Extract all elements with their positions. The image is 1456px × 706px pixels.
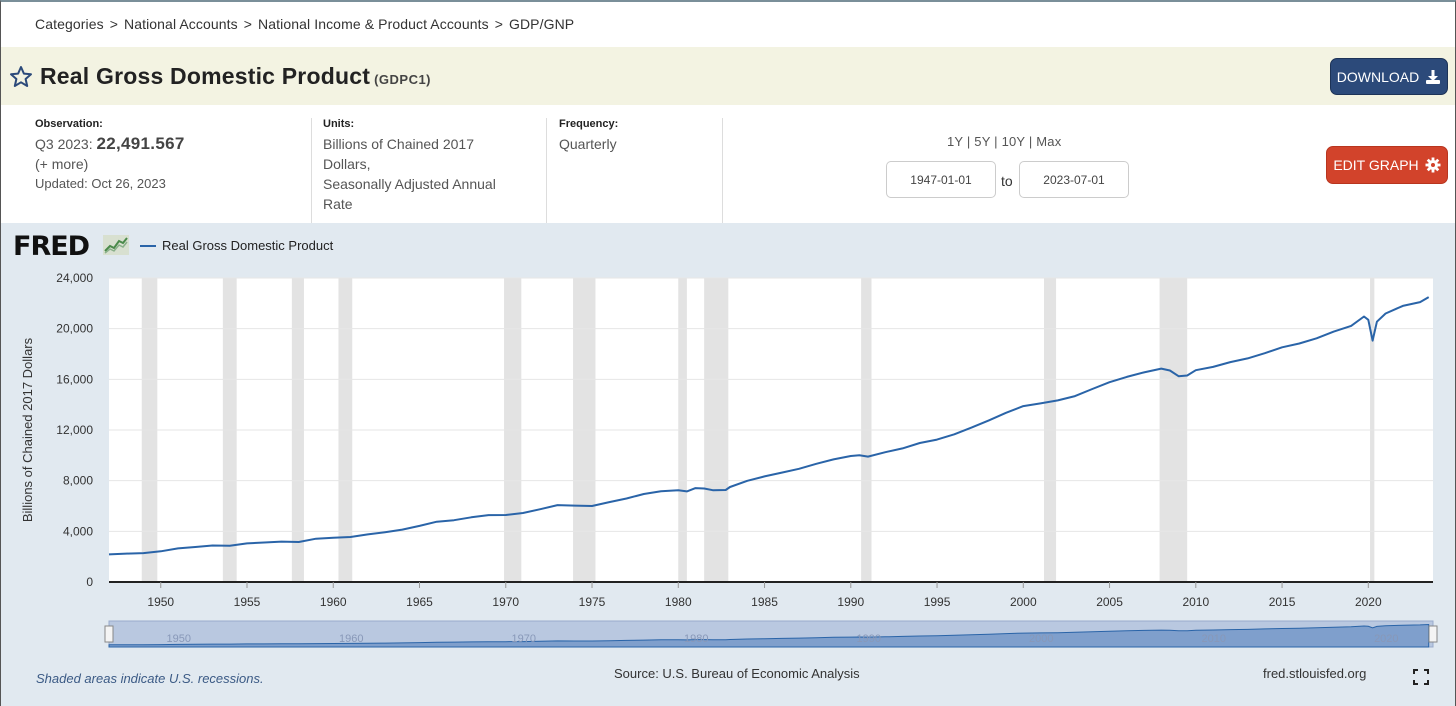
y-axis-ticks: 0 4,000 8,000 12,000 16,000 20,000 24,000 — [56, 271, 93, 589]
download-icon — [1426, 69, 1441, 84]
y-tick-label: 0 — [86, 575, 93, 589]
breadcrumb-item-categories[interactable]: Categories — [35, 16, 104, 32]
gear-icon — [1425, 157, 1441, 173]
edit-graph-label: EDIT GRAPH — [1333, 157, 1419, 173]
chart-legend: Real Gross Domestic Product — [140, 238, 333, 253]
start-date-input[interactable]: 1947-01-01 — [886, 161, 996, 198]
units-label: Units: — [323, 118, 355, 130]
x-tick-label: 1970 — [492, 595, 519, 609]
range-link-10y[interactable]: 10Y — [1001, 134, 1026, 149]
breadcrumb-item-gdp-gnp[interactable]: GDP/GNP — [508, 16, 575, 32]
observation-row: Q3 2023: 22,491.567 — [35, 134, 305, 154]
meta-divider — [722, 118, 723, 223]
navigator-year-label: 1960 — [339, 633, 363, 645]
x-tick-label: 1965 — [406, 595, 433, 609]
units-line-4: Rate — [323, 196, 353, 212]
navigator-year-label: 1950 — [167, 633, 191, 645]
navigator-series-area — [108, 623, 1430, 648]
fred-logo-text: FRED — [13, 231, 90, 262]
x-tick-label: 2000 — [1010, 595, 1037, 609]
navigator-year-label: 1970 — [512, 633, 536, 645]
navigator-year-label: 1990 — [857, 633, 881, 645]
gdp-line-chart[interactable]: 0 4,000 8,000 12,000 16,000 20,000 24,000 1950… — [1, 223, 1455, 653]
frequency-section: Frequency: Quarterly — [546, 118, 722, 223]
units-line-2: Dollars, — [323, 156, 371, 172]
observation-label: Observation: — [35, 118, 103, 130]
observation-value: 22,491.567 — [96, 134, 185, 153]
navigator-year-label: 2020 — [1374, 633, 1398, 645]
units-line-3: Seasonally Adjusted Annual — [323, 176, 496, 192]
y-tick-label: 20,000 — [56, 322, 93, 336]
navigator-year-label: 2000 — [1029, 633, 1053, 645]
y-axis-label: Billions of Chained 2017 Dollars — [20, 337, 35, 522]
range-link-1y[interactable]: 1Y — [947, 134, 964, 149]
star-outline-icon[interactable] — [9, 65, 33, 89]
navigator-left-handle[interactable] — [104, 625, 114, 643]
navigator-year-label: 2010 — [1202, 633, 1226, 645]
x-tick-label: 1960 — [320, 595, 347, 609]
series-meta: Observation: Q3 2023: 22,491.567 (+ more… — [1, 106, 1455, 223]
x-tick-label: 2015 — [1269, 595, 1296, 609]
series-title-bar: Real Gross Domestic Product (GDPC1) DOWNL… — [1, 47, 1455, 105]
series-id: (GDPC1) — [374, 72, 432, 87]
more-observations-link[interactable]: (+ more) — [35, 156, 89, 172]
x-tick-label: 1985 — [751, 595, 778, 609]
series-layer — [108, 296, 1430, 556]
fred-chart-icon — [103, 235, 129, 255]
y-tick-label: 8,000 — [63, 474, 93, 488]
legend-line-swatch — [140, 244, 156, 247]
x-tick-label: 1980 — [665, 595, 692, 609]
x-axis-ticks: 1950 1955 1960 1965 1970 1975 1980 1985 1990 1995… — [147, 582, 1382, 609]
end-date-input[interactable]: 2023-07-01 — [1019, 161, 1129, 198]
recession-note: Shaded areas indicate U.S. recessions. — [36, 671, 264, 686]
series-title: Real Gross Domestic Product — [40, 63, 371, 89]
units-line-1: Billions of Chained 2017 — [323, 136, 474, 152]
date-range-links: 1Y | 5Y | 10Y | Max — [947, 134, 1062, 149]
x-tick-label: 1950 — [147, 595, 174, 609]
frequency-value: Quarterly — [559, 136, 617, 152]
x-tick-label: 1990 — [837, 595, 864, 609]
fred-logo[interactable]: FRED — [13, 231, 90, 262]
y-tick-label: 16,000 — [56, 372, 93, 386]
x-tick-label: 1955 — [234, 595, 261, 609]
fred-site-link[interactable]: fred.stlouisfed.org — [1263, 666, 1367, 681]
navigator-year-label: 1980 — [684, 633, 708, 645]
edit-graph-button[interactable]: EDIT GRAPH — [1326, 146, 1448, 184]
breadcrumb-separator: > — [494, 16, 503, 32]
grid-lines — [109, 277, 1433, 532]
x-tick-label: 1995 — [924, 595, 951, 609]
updated-date: Updated: Oct 26, 2023 — [35, 176, 166, 191]
navigator-right-handle[interactable] — [1428, 625, 1438, 643]
gdp-series-line — [108, 296, 1430, 556]
x-tick-label: 2005 — [1096, 595, 1123, 609]
download-button-label: DOWNLOAD — [1336, 68, 1420, 85]
x-tick-label: 2010 — [1182, 595, 1209, 609]
observation-period: Q3 2023: — [35, 136, 93, 152]
x-tick-label: 2020 — [1355, 595, 1382, 609]
y-tick-label: 4,000 — [63, 524, 93, 538]
navigator-series: 1950 1960 1970 1980 1990 2000 2010 2020 — [108, 623, 1430, 648]
x-tick-label: 1975 — [579, 595, 606, 609]
breadcrumb-item-nipa[interactable]: National Income & Product Accounts — [258, 16, 489, 32]
breadcrumb-item-national-accounts[interactable]: National Accounts — [123, 16, 238, 32]
range-link-max[interactable]: Max — [1036, 134, 1062, 149]
graph-panel: FRED Real Gross Domestic Product 0 4,000 8… — [1, 223, 1455, 706]
source-text: Source: U.S. Bureau of Economic Analysis — [614, 666, 860, 681]
breadcrumb-separator: > — [109, 16, 118, 32]
breadcrumb-separator: > — [243, 16, 253, 32]
download-button[interactable]: DOWNLOAD — [1330, 58, 1448, 95]
date-to-label: to — [1001, 173, 1013, 189]
y-tick-label: 24,000 — [56, 271, 93, 285]
fullscreen-icon[interactable] — [1413, 669, 1429, 685]
breadcrumb: Categories > National Accounts > National In… — [35, 16, 574, 32]
units-section: Units: Billions of Chained 2017 Dollars,… — [311, 118, 546, 223]
page-title: Real Gross Domestic Product (GDPC1) — [40, 63, 431, 90]
legend-label: Real Gross Domestic Product — [162, 238, 334, 253]
observation-section: Observation: Q3 2023: 22,491.567 (+ more… — [35, 118, 305, 223]
frequency-label: Frequency: — [559, 118, 619, 130]
y-tick-label: 12,000 — [56, 423, 93, 437]
range-link-5y[interactable]: 5Y — [974, 134, 991, 149]
